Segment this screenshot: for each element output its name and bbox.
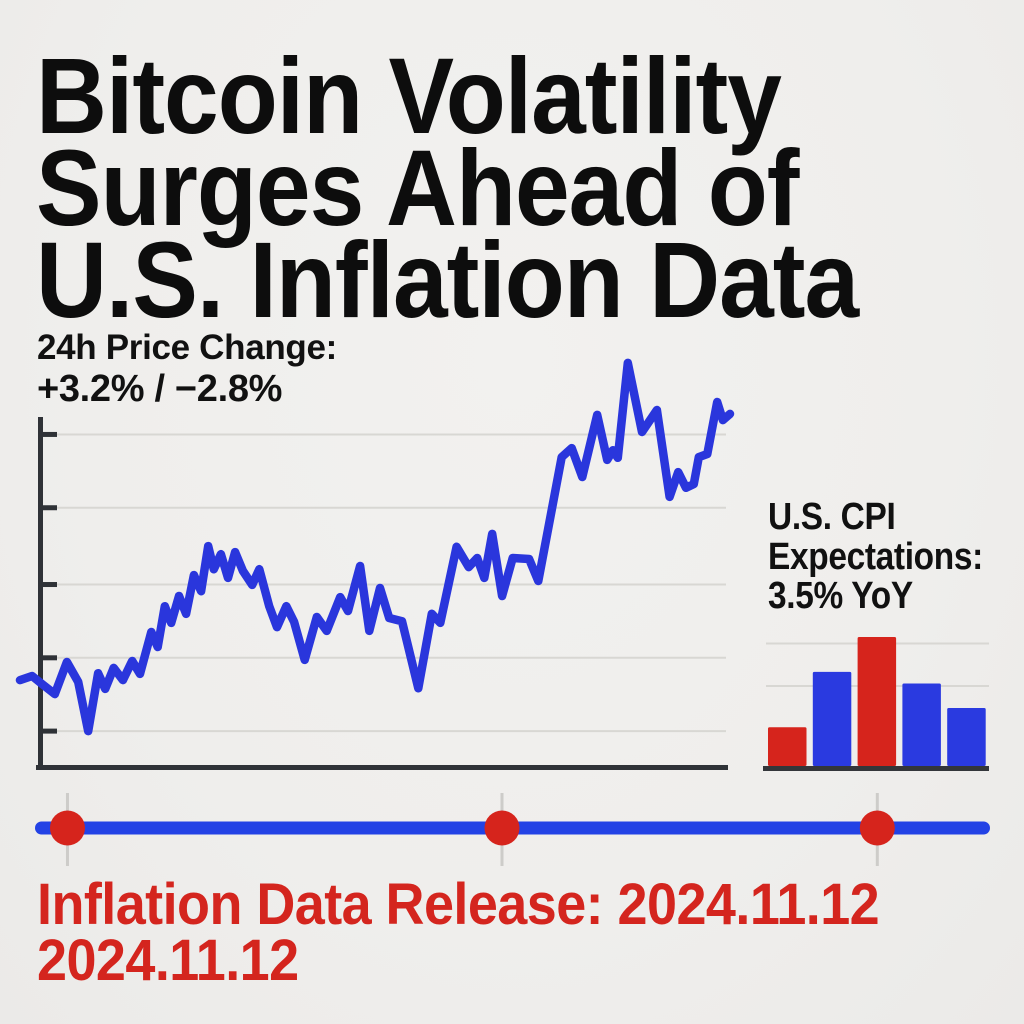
price-line: [15, 358, 735, 736]
headline-line-3: U.S. Inflation Data: [36, 219, 859, 340]
cpi-line-1: U.S. CPI: [768, 496, 896, 538]
release-line-2: 2024.11.12: [37, 927, 299, 993]
y-axis: [38, 417, 43, 770]
headline: Bitcoin Volatility Surges Ahead of U.S. …: [36, 35, 859, 340]
cpi-bar: [812, 671, 852, 766]
y-axis-tick: [42, 728, 57, 734]
release-line-1: Inflation Data Release: 2024.11.12: [37, 872, 880, 937]
cpi-expectations-label: U.S. CPI Expectations: 3.5% YoY: [768, 496, 983, 617]
cpi-bar: [947, 707, 986, 766]
release-date-label: Inflation Data Release: 2024.11.12 2024.…: [37, 872, 880, 993]
cpi-line-2: Expectations:: [768, 535, 983, 578]
y-axis-tick: [42, 655, 57, 661]
cpi-bar: [768, 727, 807, 766]
release-timeline: [35, 793, 990, 866]
y-axis-tick: [42, 505, 57, 511]
timeline-marker: [484, 810, 520, 846]
cpi-bar-chart: [763, 637, 989, 771]
headline-line-2: Surges Ahead of: [36, 127, 800, 248]
y-axis-tick: [42, 582, 57, 588]
price-change-value: +3.2% / −2.8%: [37, 368, 283, 410]
price-change-label: 24h Price Change: +3.2% / −2.8%: [37, 328, 337, 410]
cpi-line-3: 3.5% YoY: [768, 575, 913, 617]
timeline-marker: [49, 810, 85, 846]
x-axis: [36, 765, 728, 770]
price-change-title: 24h Price Change:: [37, 328, 337, 367]
timeline-marker: [859, 810, 895, 846]
price-line-chart: [15, 358, 735, 770]
headline-line-1: Bitcoin Volatility: [36, 35, 782, 156]
bar-baseline: [763, 766, 989, 771]
cpi-bar: [902, 683, 941, 766]
y-axis-tick: [42, 431, 57, 437]
cpi-bar: [857, 637, 897, 766]
